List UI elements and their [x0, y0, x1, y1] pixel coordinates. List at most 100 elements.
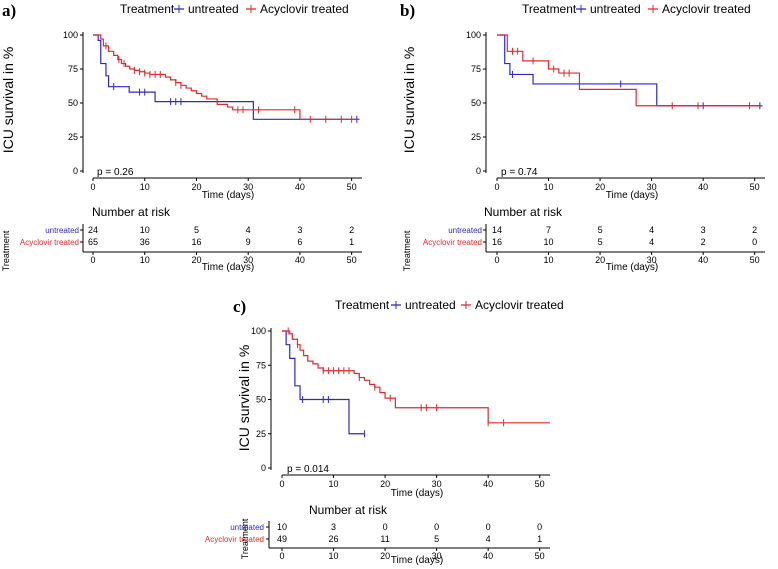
panel-c: c) Treatment untreated Acyclovir treated…	[205, 297, 564, 566]
x-axis-label-c: Time (days)	[391, 488, 443, 499]
legend-acyclovir-label: Acyclovir treated	[475, 298, 564, 312]
untreated-curve	[93, 34, 360, 120]
panel-label-b: b)	[400, 1, 415, 20]
risk-count-untreated: 0	[383, 522, 388, 532]
x-tick-label: 30	[432, 479, 442, 489]
x-tick-label: 0	[90, 182, 95, 192]
risk-title-c: Number at risk	[309, 503, 388, 517]
p-value-b: p = 0.74	[501, 167, 538, 178]
risk-x-tick-label: 50	[535, 551, 545, 561]
risk-count-untreated: 2	[349, 225, 354, 235]
risk-table-c: 10 49 0 3 26 10 0 11 20 0 5 30 0 4 40 0 1 50	[266, 521, 550, 561]
risk-treatment-label-a: Treatment	[1, 230, 11, 271]
y-axis-label-a: ICU survival in %	[0, 47, 16, 154]
x-tick-label: 0	[494, 182, 499, 192]
y-tick-label: 50	[256, 395, 266, 405]
legend-acyclovir-label: Acyclovir treated	[662, 2, 751, 16]
risk-count-acyclovir: 5	[434, 534, 439, 544]
panel-a: a) Treatment untreated Acyclovir treated…	[0, 1, 362, 273]
risk-x-tick-label: 20	[380, 551, 390, 561]
risk-treatment-label-c: Treatment	[240, 518, 250, 559]
legend-untreated-label: untreated	[188, 2, 239, 16]
risk-count-acyclovir: 49	[277, 534, 287, 544]
risk-x-tick-label: 50	[347, 255, 357, 265]
risk-x-tick-label: 30	[432, 551, 442, 561]
risk-count-untreated: 3	[331, 522, 336, 532]
risk-count-acyclovir: 0	[752, 237, 757, 247]
untreated-curve	[282, 330, 365, 435]
risk-count-acyclovir: 4	[486, 534, 491, 544]
risk-x-tick-label: 10	[140, 255, 150, 265]
risk-x-tick-label: 0	[90, 255, 95, 265]
acyclovir-curve	[282, 330, 550, 424]
legend-untreated-label: untreated	[405, 298, 456, 312]
acyclovir-curve	[497, 34, 763, 107]
legend-title: Treatment	[335, 298, 390, 312]
km-plot-b: 0 10 20 30 40 50 0 25 50 75 100	[466, 30, 765, 192]
risk-count-untreated: 10	[277, 522, 287, 532]
risk-count-acyclovir: 6	[297, 237, 302, 247]
risk-count-acyclovir: 36	[140, 237, 150, 247]
legend-title: Treatment	[522, 2, 577, 16]
x-tick-label: 30	[243, 182, 253, 192]
y-tick-label: 50	[68, 98, 78, 108]
legend-b: Treatment untreated Acyclovir treated	[522, 2, 751, 16]
risk-x-tick-label: 40	[483, 551, 493, 561]
x-tick-label: 20	[595, 182, 605, 192]
x-tick-label: 50	[347, 182, 357, 192]
risk-x-tick-label: 40	[698, 255, 708, 265]
risk-count-acyclovir: 4	[649, 237, 654, 247]
x-axis-label-a: Time (days)	[202, 190, 254, 201]
y-tick-label: 50	[471, 98, 481, 108]
y-tick-label: 75	[256, 360, 266, 370]
untreated-curve	[497, 34, 763, 107]
legend-acyclovir-label: Acyclovir treated	[260, 2, 349, 16]
km-plot-c: 0 10 20 30 40 50 0 25 50 75 100	[251, 326, 550, 489]
risk-title-a: Number at risk	[92, 205, 171, 219]
x-tick-label: 40	[698, 182, 708, 192]
x-tick-label: 50	[535, 479, 545, 489]
risk-count-untreated: 4	[649, 225, 654, 235]
risk-row-acyclovir-label-c: Acyclovir treated	[205, 535, 264, 544]
risk-count-acyclovir: 11	[380, 534, 389, 544]
risk-count-acyclovir: 1	[537, 534, 542, 544]
p-value-c: p = 0.014	[287, 464, 329, 475]
risk-count-untreated: 0	[537, 522, 542, 532]
x-tick-label: 50	[750, 182, 760, 192]
risk-x-tick-label: 10	[329, 551, 339, 561]
x-tick-label: 0	[279, 479, 284, 489]
y-tick-label: 0	[73, 166, 78, 176]
risk-x-label-b: Time (days)	[606, 262, 658, 273]
risk-count-untreated: 0	[486, 522, 491, 532]
risk-count-untreated: 5	[194, 225, 199, 235]
x-tick-label: 20	[380, 479, 390, 489]
risk-x-tick-label: 20	[191, 255, 201, 265]
p-value-a: p = 0.26	[97, 167, 134, 178]
risk-row-acyclovir-label-b: Acyclovir treated	[423, 238, 482, 247]
acyclovir-curve	[93, 34, 360, 120]
x-tick-label: 40	[295, 182, 305, 192]
y-tick-label: 100	[466, 30, 481, 40]
panel-b: b) Treatment untreated Acyclovir treated…	[400, 1, 765, 273]
x-tick-label: 10	[329, 479, 339, 489]
risk-count-acyclovir: 26	[329, 534, 339, 544]
risk-count-untreated: 5	[598, 225, 603, 235]
risk-x-tick-label: 0	[494, 255, 499, 265]
risk-count-acyclovir: 1	[349, 237, 354, 247]
legend-title: Treatment	[120, 2, 175, 16]
risk-x-tick-label: 10	[544, 255, 554, 265]
y-tick-label: 75	[471, 64, 481, 74]
x-axis-label-b: Time (days)	[606, 190, 658, 201]
panel-label-a: a)	[2, 1, 16, 20]
risk-x-label-c: Time (days)	[391, 555, 443, 566]
risk-x-tick-label: 30	[647, 255, 657, 265]
risk-count-untreated: 24	[88, 225, 98, 235]
risk-count-untreated: 3	[297, 225, 302, 235]
risk-count-acyclovir: 65	[88, 237, 98, 247]
risk-count-untreated: 2	[752, 225, 757, 235]
risk-x-tick-label: 20	[595, 255, 605, 265]
panel-label-c: c)	[233, 297, 246, 316]
risk-title-b: Number at risk	[484, 205, 563, 219]
